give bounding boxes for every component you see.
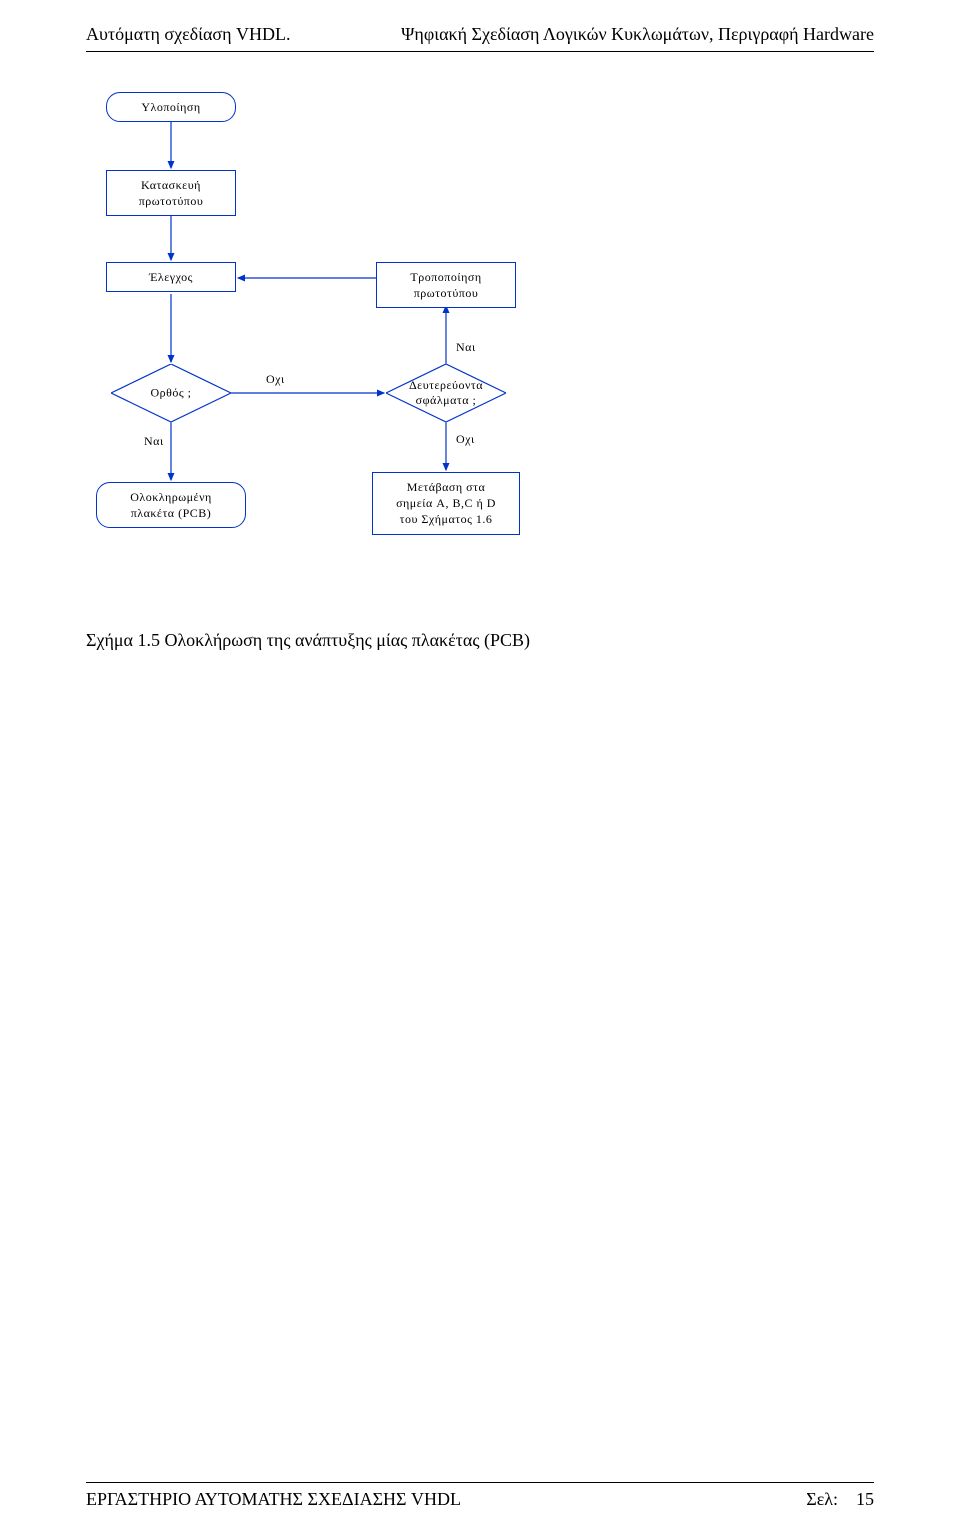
header-rule: [86, 51, 874, 52]
footer-right: Σελ: 15: [806, 1489, 874, 1510]
footer-left: ΕΡΓΑΣΤΗΡΙΟ ΑΥΤΟΜΑΤΗΣ ΣΧΕΔΙΑΣΗΣ VHDL: [86, 1489, 461, 1510]
node-ok-label: Ορθός ;: [151, 386, 192, 401]
label-minor-no: Οχι: [456, 432, 475, 447]
node-goto: Μετάβαση στασημεία A, B,C ή Dτου Σχήματο…: [372, 472, 520, 535]
footer-page-number: 15: [856, 1489, 874, 1509]
node-done-label: Ολοκληρωμένηπλακέτα (PCB): [130, 490, 212, 520]
node-minor: Δευτερεύοντασφάλματα ;: [386, 364, 506, 422]
label-minor-yes: Ναι: [456, 340, 476, 355]
flowchart: Υλοποίηση Κατασκευήπρωτοτύπου Έλεγχος Τρ…: [86, 92, 874, 612]
node-ok: Ορθός ;: [111, 364, 231, 422]
node-minor-label: Δευτερεύοντασφάλματα ;: [409, 378, 483, 408]
header-right: Ψηφιακή Σχεδίαση Λογικών Κυκλωμάτων, Περ…: [401, 24, 874, 45]
page-footer: ΕΡΓΑΣΤΗΡΙΟ ΑΥΤΟΜΑΤΗΣ ΣΧΕΔΙΑΣΗΣ VHDL Σελ:…: [0, 1482, 960, 1540]
header-left: Αυτόματη σχεδίαση VHDL.: [86, 24, 291, 45]
node-check: Έλεγχος: [106, 262, 236, 292]
node-build: Κατασκευήπρωτοτύπου: [106, 170, 236, 216]
node-build-label: Κατασκευήπρωτοτύπου: [139, 178, 204, 208]
node-modify-label: Τροποποίησηπρωτοτύπου: [410, 270, 481, 300]
label-ok-no: Οχι: [266, 372, 285, 387]
page-header: Αυτόματη σχεδίαση VHDL. Ψηφιακή Σχεδίαση…: [0, 0, 960, 51]
node-modify: Τροποποίησηπρωτοτύπου: [376, 262, 516, 308]
footer-page-label: Σελ:: [806, 1489, 838, 1509]
node-done: Ολοκληρωμένηπλακέτα (PCB): [96, 482, 246, 528]
label-ok-yes: Ναι: [144, 434, 164, 449]
node-start: Υλοποίηση: [106, 92, 236, 122]
node-goto-label: Μετάβαση στασημεία A, B,C ή Dτου Σχήματο…: [396, 480, 496, 526]
figure-caption: Σχήμα 1.5 Ολοκλήρωση της ανάπτυξης μίας …: [86, 630, 874, 651]
